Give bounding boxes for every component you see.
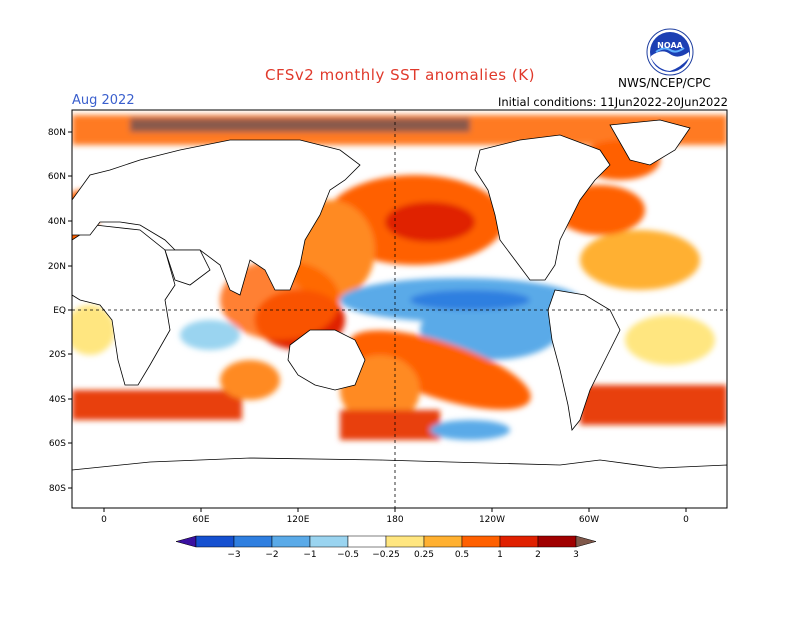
- lat-label-40s: 40S: [49, 395, 66, 405]
- lat-label-80s: 80S: [49, 484, 66, 494]
- map-frame: [71, 109, 728, 509]
- colorbar-swatch: [195, 535, 235, 548]
- colorbar-label: −0.25: [372, 550, 400, 560]
- lat-label-20s: 20S: [49, 350, 66, 360]
- colorbar-swatch: [233, 535, 273, 548]
- lon-label-0-east: 0: [683, 515, 689, 525]
- lat-label-eq: EQ: [53, 306, 66, 316]
- colorbar-swatch: [537, 535, 577, 548]
- colorbar-label: −1: [303, 550, 316, 560]
- chart-title: CFSv2 monthly SST anomalies (K): [265, 66, 535, 84]
- initial-conditions: Initial conditions: 11Jun2022-20Jun2022: [497, 95, 728, 109]
- lon-label-0: 0: [101, 515, 107, 525]
- lon-label-120w: 120W: [479, 515, 505, 525]
- noaa-logo-icon: NOAA: [646, 28, 694, 76]
- anomaly-field: [72, 110, 727, 508]
- continent-outlines: [72, 119, 727, 508]
- colorbar-swatch: [461, 535, 501, 548]
- lon-label-180: 180: [386, 515, 403, 525]
- lon-label-60e: 60E: [192, 515, 209, 525]
- lat-label-60n: 60N: [48, 172, 66, 182]
- colorbar-swatch: [271, 535, 311, 548]
- lat-label-40n: 40N: [48, 217, 66, 227]
- colorbar-swatch: [423, 535, 463, 548]
- colorbar-swatch: [499, 535, 539, 548]
- colorbar-swatch: [385, 535, 425, 548]
- colorbar: −3 −2 −1 −0.5 −0.25 0.25 0.5 1 2 3: [175, 535, 597, 560]
- colorbar-label: −3: [227, 550, 240, 560]
- colorbar-max-arrow: [575, 535, 597, 548]
- lat-label-20n: 20N: [48, 262, 66, 272]
- lon-label-120e: 120E: [287, 515, 310, 525]
- colorbar-label: 1: [497, 550, 503, 560]
- lon-axis: 0 60E 120E 180 120W 60W 0: [101, 508, 689, 525]
- colorbar-swatch: [309, 535, 349, 548]
- colorbar-min-arrow: [175, 535, 197, 548]
- colorbar-label: −0.5: [337, 550, 359, 560]
- colorbar-label: −2: [265, 550, 278, 560]
- colorbar-label: 3: [573, 550, 579, 560]
- colorbar-label: 0.25: [414, 550, 434, 560]
- lat-axis: 80N 60N 40N 20N EQ 20S 40S 60S 80S: [48, 128, 72, 494]
- organization: NWS/NCEP/CPC: [618, 76, 711, 90]
- forecast-month: Aug 2022: [72, 93, 135, 108]
- colorbar-label: 0.5: [455, 550, 469, 560]
- lat-label-60s: 60S: [49, 439, 66, 449]
- logo-text: NOAA: [657, 41, 683, 50]
- lat-label-80n: 80N: [48, 128, 66, 138]
- colorbar-swatch: [347, 535, 387, 548]
- colorbar-label: 2: [535, 550, 541, 560]
- lon-label-60w: 60W: [579, 515, 599, 525]
